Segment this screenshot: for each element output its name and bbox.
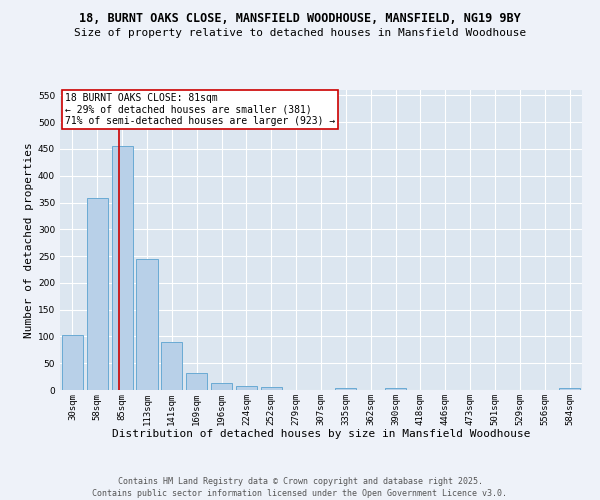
Bar <box>261 388 282 390</box>
Bar <box>236 386 257 390</box>
Bar <box>211 382 232 390</box>
Bar <box>136 259 158 390</box>
Bar <box>335 388 356 390</box>
Bar <box>385 388 406 390</box>
Bar <box>62 335 83 390</box>
Bar <box>87 198 108 390</box>
Bar <box>559 388 580 390</box>
Text: Contains HM Land Registry data © Crown copyright and database right 2025.
Contai: Contains HM Land Registry data © Crown c… <box>92 476 508 498</box>
Text: Size of property relative to detached houses in Mansfield Woodhouse: Size of property relative to detached ho… <box>74 28 526 38</box>
Bar <box>112 146 133 390</box>
X-axis label: Distribution of detached houses by size in Mansfield Woodhouse: Distribution of detached houses by size … <box>112 429 530 439</box>
Y-axis label: Number of detached properties: Number of detached properties <box>24 142 34 338</box>
Bar <box>161 342 182 390</box>
Text: 18 BURNT OAKS CLOSE: 81sqm
← 29% of detached houses are smaller (381)
71% of sem: 18 BURNT OAKS CLOSE: 81sqm ← 29% of deta… <box>65 93 335 126</box>
Text: 18, BURNT OAKS CLOSE, MANSFIELD WOODHOUSE, MANSFIELD, NG19 9BY: 18, BURNT OAKS CLOSE, MANSFIELD WOODHOUS… <box>79 12 521 26</box>
Bar <box>186 373 207 390</box>
